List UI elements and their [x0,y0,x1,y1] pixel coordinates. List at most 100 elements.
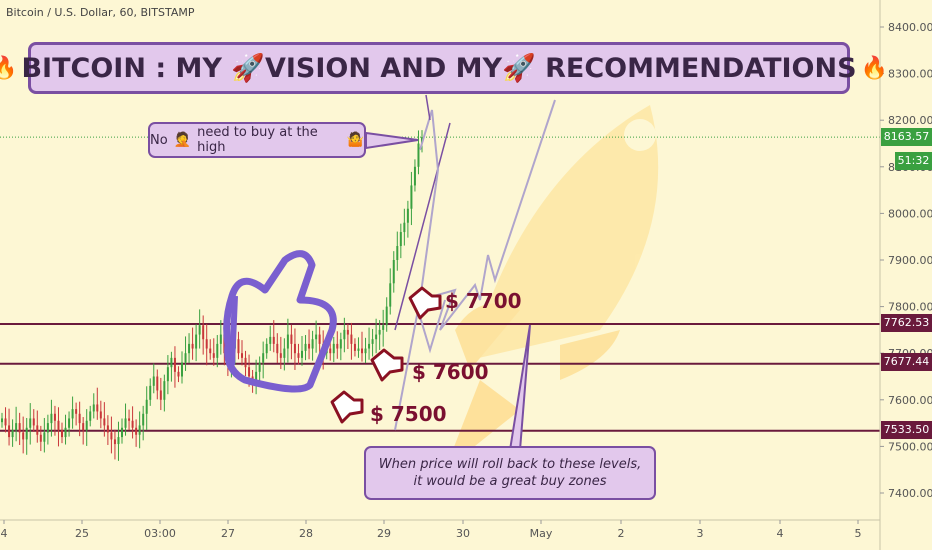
candle-body [244,357,247,368]
x-tick-label: 28 [299,527,313,540]
candle-body [410,185,413,209]
candle-body [64,427,67,438]
projection-path [418,99,556,331]
candle-body [205,339,208,349]
candle-body [265,343,268,354]
candle-body [279,353,282,358]
candle-body [339,339,342,349]
candle-body [68,418,71,428]
candle-body [293,343,296,354]
pointing-hand-icons [330,286,442,424]
candle-body [46,423,49,433]
candle-body [1,418,3,423]
projection-drawings [365,94,556,451]
x-tick-label: 27 [221,527,235,540]
candle-body [92,404,95,412]
high-callout-prefix: No [150,132,168,148]
y-tick-label: 8000.00 [888,207,932,220]
target-label-7500: $ 7500 [370,402,447,426]
candle-body [121,427,123,438]
candle-body [18,423,21,433]
y-tick-label: 8200.00 [888,114,932,127]
candle-body [15,423,18,431]
candle-body [297,353,300,358]
y-tick-label: 7500.00 [888,440,932,453]
candle-body [177,371,180,377]
candle-body [315,334,318,340]
x-tick-label: May [530,527,553,540]
candle-body [50,413,53,424]
candle-body [202,325,205,340]
level-tag-1: 7762.53 [881,314,932,332]
candle-body [336,343,339,349]
pointing-hand-icon [330,390,364,424]
candle-body [406,208,409,223]
pointing-hand-icon [408,286,442,320]
candle-body [382,325,385,330]
candle-body [113,439,116,445]
candle-body [258,362,261,372]
candle-body [329,348,332,354]
candle-body [117,437,120,445]
target-label-7700: $ 7700 [445,289,522,313]
candle-body [198,325,201,335]
y-tick-label: 7800.00 [888,301,932,314]
candle-body [138,425,141,435]
candle-body [96,404,99,412]
candle-body [159,390,162,400]
x-tick-label: 4 [777,527,784,540]
person-facepalm-icon: 🤦 [173,132,192,148]
y-tick-label: 7600.00 [888,394,932,407]
candle-body [375,334,378,340]
candle-body [413,166,416,186]
candle-body [378,329,381,335]
candle-body [135,427,138,435]
person-shrug-icon: 🤷 [346,132,364,148]
candle-body [89,411,92,421]
candle-body [272,336,275,344]
candle-body [301,350,303,358]
high-callout-text: need to buy at the high [197,125,318,155]
candle-body [163,381,166,400]
trendline-up [394,122,451,331]
fire-icon: 🔥 [0,55,18,81]
candle-body [142,413,145,426]
candle-body [106,425,109,433]
candle-body [389,283,392,307]
candle-body [343,329,346,340]
y-tick-label: 7400.00 [888,487,932,500]
candle-body [156,376,159,391]
candle-body [82,423,85,431]
candle-body [357,348,360,351]
candle-body [25,427,28,440]
high-callout-pointer [365,131,419,150]
pointing-hand-icon [370,348,404,382]
candle-body [290,334,293,344]
y-tick-label: 7900.00 [888,254,932,267]
candle-body [346,329,349,335]
candle-body [124,418,127,428]
buy-zone-callout: When price will roll back to these level… [364,446,656,500]
candle-body [53,413,56,421]
candle-body [170,357,173,368]
target-label-7600: $ 7600 [412,360,489,384]
candle-body [237,339,240,354]
y-tick-label: 8300.00 [888,68,932,81]
candle-body [43,432,46,442]
projection-path-lower [394,299,446,431]
x-tick-label: 30 [456,527,470,540]
candle-body [212,353,215,358]
candle-body [209,348,212,354]
headline-text: BITCOIN : MY 🚀VISION AND MY🚀 RECOMMENDAT… [21,53,857,84]
candle-body [248,367,251,377]
x-tick-label: 03:00 [144,527,176,540]
candle-body [255,371,258,382]
candle-body [368,343,371,349]
candle-body [71,409,74,419]
candle-body [184,353,187,363]
candle-body [75,409,78,414]
candle-body [385,306,388,326]
candle-body [276,343,279,354]
